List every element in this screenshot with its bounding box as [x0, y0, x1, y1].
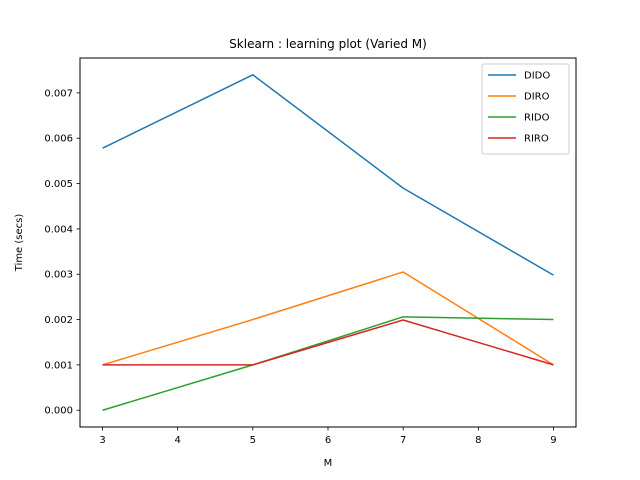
y-axis: 0.000 0.001 0.002 0.003 0.004 0.005 0.006 0.007 — [44, 88, 80, 417]
y-tick-label: 0.006 — [44, 134, 73, 145]
series-layer — [102, 74, 554, 411]
series-line-riro — [102, 319, 554, 366]
y-axis-label: Time (secs) — [14, 214, 25, 273]
y-tick-label: 0.007 — [44, 88, 73, 99]
series-line-dido — [102, 74, 554, 276]
x-tick-label: 3 — [99, 435, 105, 446]
y-tick-label: 0.005 — [44, 179, 73, 190]
legend: DIDO DIRO RIDO RIRO — [481, 63, 570, 155]
series-line-rido — [102, 316, 554, 411]
chart-title: Sklearn : learning plot (Varied M) — [229, 37, 427, 51]
y-tick-label: 0.000 — [44, 406, 73, 417]
x-axis-label: M — [324, 458, 333, 469]
legend-label-riro: RIRO — [524, 134, 549, 145]
x-tick-label: 7 — [400, 435, 406, 446]
legend-box — [481, 63, 570, 155]
legend-label-rido: RIDO — [524, 113, 550, 124]
y-tick-label: 0.001 — [44, 360, 73, 371]
y-tick-label: 0.002 — [44, 315, 73, 326]
legend-label-dido: DIDO — [524, 71, 550, 82]
legend-label-diro: DIRO — [524, 92, 550, 103]
x-tick-label: 9 — [550, 435, 556, 446]
y-tick-label: 0.004 — [44, 224, 73, 235]
x-tick-label: 6 — [325, 435, 331, 446]
x-tick-label: 5 — [250, 435, 256, 446]
y-tick-label: 0.003 — [44, 270, 73, 281]
x-tick-label: 4 — [175, 435, 181, 446]
x-tick-label: 8 — [475, 435, 481, 446]
x-axis: 3 4 5 6 7 8 9 — [99, 427, 557, 446]
